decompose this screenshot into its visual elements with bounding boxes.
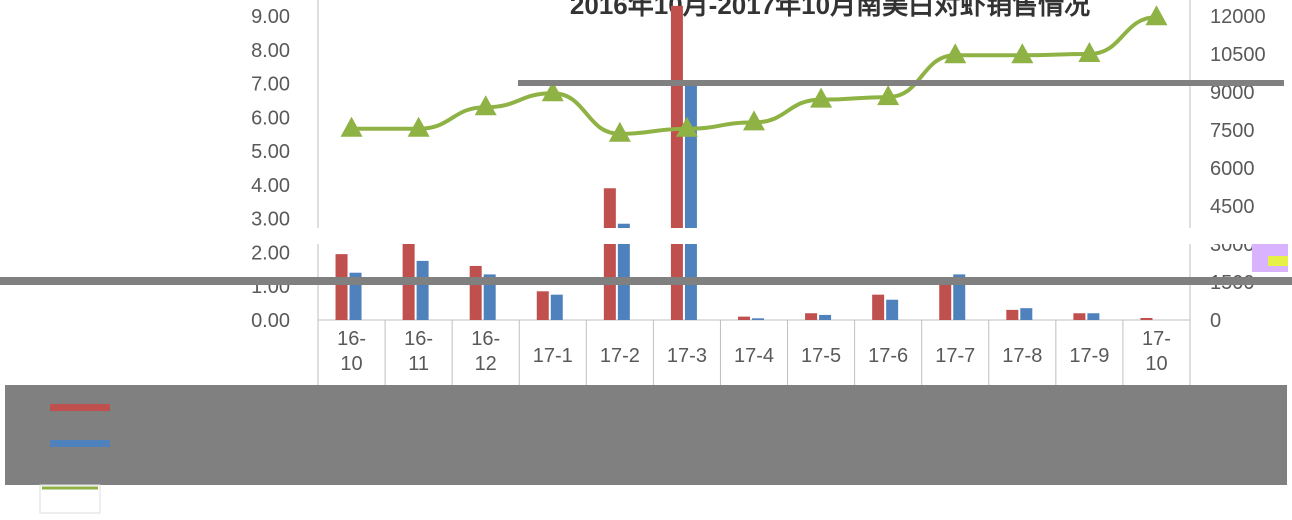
right-axis-tick-label: 6000	[1210, 158, 1255, 180]
category-label: 16-11	[404, 328, 433, 375]
line-marker	[608, 121, 631, 142]
bar-red	[1140, 317, 1153, 320]
category-label: 17-9	[1069, 345, 1109, 367]
right-axis-tick-label: 7500	[1210, 120, 1255, 142]
category-label: 17-3	[667, 345, 707, 367]
line-marker	[1145, 5, 1168, 26]
category-axis-labels: 16-10 16-11 16-12 17-1 17-2 17-3 17-4 17-5 17-6 1…	[317, 320, 1191, 385]
bar-red	[469, 265, 482, 320]
right-axis-tick-label: 9000	[1210, 82, 1255, 104]
legend-swatch-yellow	[1268, 256, 1288, 266]
bar-blue	[1087, 313, 1100, 320]
left-axis-tick-label: 7.00	[251, 74, 290, 96]
bar-blue	[617, 223, 630, 320]
chart-title: 2016年10月-2017年10月南美白对虾销售情况	[570, 0, 1090, 20]
occlusion-white-band	[0, 228, 1292, 244]
bar-red	[805, 313, 818, 320]
line-marker	[340, 116, 363, 137]
line-marker	[810, 87, 833, 108]
category-label: 16-10	[337, 328, 366, 375]
bar-red	[738, 316, 750, 320]
right-axis-tick-label: 4500	[1210, 196, 1255, 218]
category-label: 17-2	[600, 345, 640, 367]
left-axis-tick-label: 9.00	[251, 6, 290, 28]
bar-blue	[550, 294, 563, 320]
bar-blue	[819, 314, 832, 320]
right-axis-tick-label: 0	[1210, 310, 1221, 332]
category-label: 16-12	[471, 328, 500, 375]
left-axis-tick-label: 6.00	[251, 107, 290, 129]
category-label: 17-6	[868, 345, 908, 367]
occlusion-gray-line	[0, 277, 1292, 285]
bar-red	[603, 188, 616, 320]
category-label: 17-1	[533, 345, 573, 367]
left-axis-tick-label: 2.00	[251, 242, 290, 264]
occlusion-legend-table	[5, 385, 1287, 485]
bar-red	[872, 294, 885, 320]
occlusion-top-band	[518, 80, 1284, 86]
bar-blue	[752, 318, 764, 320]
line-series-group	[340, 5, 1168, 142]
left-axis-tick-label: 3.00	[251, 209, 290, 231]
bar-blue	[483, 274, 496, 320]
left-axis-tick-label: 5.00	[251, 141, 290, 163]
bar-blue	[684, 83, 697, 320]
category-label: 17-10	[1142, 328, 1171, 375]
line-marker	[474, 95, 497, 116]
left-axis-tick-label: 4.00	[251, 175, 290, 197]
line-marker	[541, 81, 564, 102]
right-axis-tick-label: 10500	[1210, 44, 1266, 66]
category-label: 17-4	[734, 345, 774, 367]
legend-green-cell	[39, 484, 101, 514]
left-axis-tick-label: 8.00	[251, 40, 290, 62]
bar-red	[939, 277, 952, 320]
line-marker	[675, 116, 698, 137]
bar-red	[536, 291, 549, 320]
bar-blue	[1020, 308, 1033, 320]
line-marker	[1078, 42, 1101, 62]
category-label: 17-8	[1002, 345, 1042, 367]
category-label: 17-5	[801, 345, 841, 367]
bar-blue	[953, 274, 966, 320]
bar-red	[1006, 309, 1019, 320]
bar-red	[335, 254, 348, 320]
legend-red-swatch	[50, 404, 110, 411]
category-label: 17-7	[935, 345, 975, 367]
line-marker	[944, 43, 967, 64]
line-marker	[1011, 43, 1034, 64]
left-axis-tick-label: 0.00	[251, 310, 290, 332]
line-marker	[743, 110, 765, 131]
line-marker	[877, 85, 900, 106]
bar-blue	[886, 299, 899, 320]
right-axis-tick-label: 12000	[1210, 6, 1266, 28]
legend-blue-swatch	[50, 440, 110, 447]
line-marker	[407, 116, 430, 137]
left-axis-ticks: 0.001.002.003.004.005.006.007.008.009.00	[251, 6, 290, 332]
bar-red	[1073, 313, 1086, 320]
bar-blue	[416, 260, 429, 320]
bar-red	[670, 5, 683, 320]
